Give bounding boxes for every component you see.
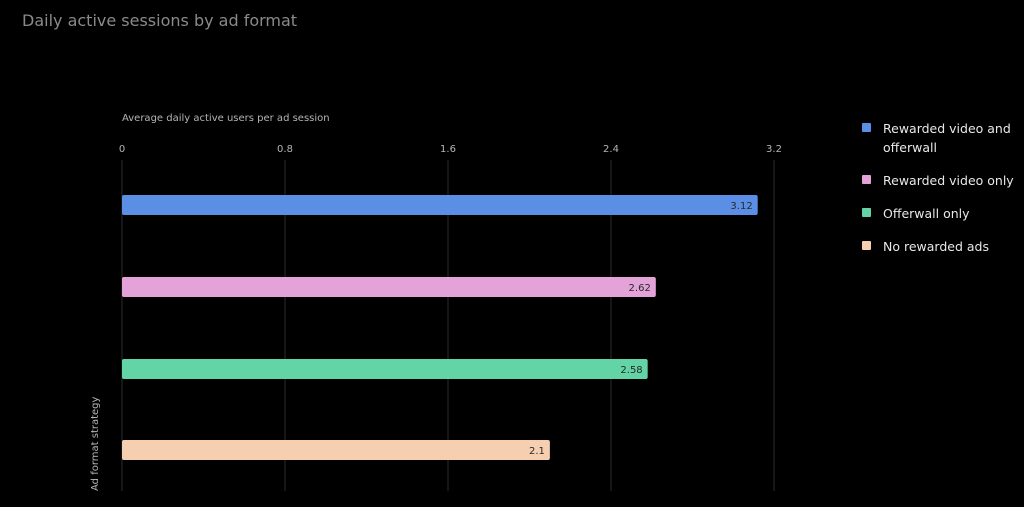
bar-value-label: 3.12 (730, 201, 752, 212)
x-tick-label: 1.6 (440, 144, 456, 155)
legend-label: Rewarded video and offerwall (883, 121, 1011, 155)
bar-1 (122, 195, 758, 215)
legend-swatch (862, 208, 871, 217)
chart-title: Daily active sessions by ad format (22, 11, 298, 30)
x-tick-label: 0.8 (277, 144, 293, 155)
legend-label: Offerwall only (883, 206, 970, 221)
bar-value-label: 2.58 (620, 365, 642, 376)
y-axis-label: Ad format strategy (90, 396, 101, 491)
x-axis-label: Average daily active users per ad sessio… (122, 113, 330, 124)
legend-item[interactable]: No rewarded ads (862, 237, 1022, 256)
legend-swatch (862, 123, 871, 132)
legend-item[interactable]: Offerwall only (862, 204, 1022, 223)
bar-4 (122, 440, 550, 460)
bar-2 (122, 277, 656, 297)
legend-item[interactable]: Rewarded video and offerwall (862, 119, 1022, 157)
legend-item[interactable]: Rewarded video only (862, 171, 1022, 190)
legend-label: No rewarded ads (883, 239, 989, 254)
legend-swatch (862, 241, 871, 250)
bar-value-label: 2.62 (629, 283, 651, 294)
legend-swatch (862, 175, 871, 184)
chart-legend: Rewarded video and offerwall Rewarded vid… (862, 119, 1022, 270)
x-tick-label: 0 (119, 144, 125, 155)
x-tick-label: 2.4 (603, 144, 619, 155)
bar-value-label: 2.1 (529, 446, 545, 457)
legend-label: Rewarded video only (883, 173, 1014, 188)
x-tick-label: 3.2 (766, 144, 782, 155)
bar-3 (122, 359, 648, 379)
